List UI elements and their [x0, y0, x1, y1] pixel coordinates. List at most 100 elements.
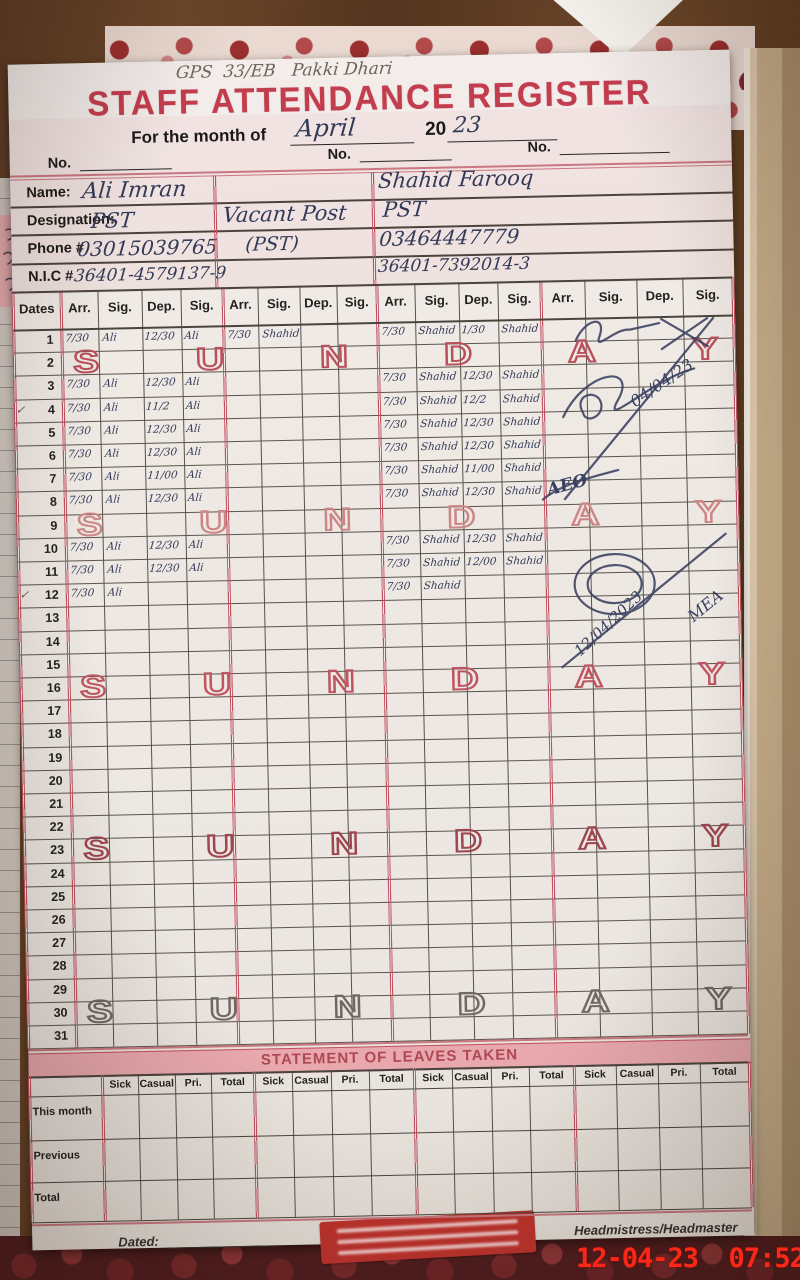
attendance-entry: 7/30 — [386, 557, 411, 570]
attendance-entry: 12/30 — [147, 492, 179, 506]
sunday-letter: Y — [694, 492, 723, 530]
attendance-entry: Ali — [103, 424, 120, 437]
attendance-entry: Ali — [185, 422, 201, 435]
date-number: 30 — [53, 1005, 68, 1020]
attendance-entry: 7/30 — [68, 494, 94, 507]
attendance-entry: Ali — [101, 331, 118, 344]
attendance-entry: Ali — [104, 470, 121, 483]
sunday-letter: A — [573, 657, 604, 695]
dated-label: Dated: — [118, 1233, 159, 1250]
teacher3-name: Shahid Farooq — [377, 165, 535, 193]
leaves-line-black — [330, 1070, 335, 1217]
grid-header-sig: Sig. — [107, 299, 132, 315]
grid-row-line — [21, 708, 742, 725]
attendance-entry: 11/00 — [146, 469, 179, 483]
sunday-letter: S — [75, 505, 104, 543]
year-handwritten: 23 — [451, 112, 483, 139]
grid-header-arr: Arr. — [551, 289, 575, 306]
signature-loop — [579, 393, 603, 420]
grid-row-line — [18, 569, 739, 586]
page-stack-right-edge — [744, 48, 800, 1280]
date-number: 28 — [52, 959, 67, 974]
attendance-entry: 11/2 — [145, 399, 170, 413]
date-number: 17 — [47, 703, 62, 719]
attendance-entry: 12/30 — [143, 330, 176, 343]
leaves-line-red — [100, 1074, 107, 1221]
sunday-letter: N — [332, 987, 363, 1025]
no-label-2: No. — [327, 146, 352, 164]
sunday-letter: D — [446, 497, 477, 535]
month-label: For the month of — [131, 125, 267, 148]
attendance-entry: 12/30 — [463, 439, 495, 453]
attendance-entry: 12/2 — [462, 393, 487, 406]
sunday-letter: U — [194, 340, 225, 378]
attendance-entry: Ali — [105, 493, 121, 507]
grid-row-line — [26, 940, 747, 957]
date-number: 27 — [52, 935, 67, 951]
date-number: 26 — [51, 912, 66, 927]
date-number: 11 — [44, 564, 59, 580]
attendance-entry: 7/30 — [384, 464, 409, 478]
attendance-entry: Shahid — [421, 486, 460, 500]
sunday-letter: Y — [698, 655, 727, 693]
attendance-entry: Ali — [185, 445, 202, 459]
date-number: 3 — [47, 379, 55, 394]
attendance-entry: Shahid — [420, 440, 459, 454]
leaves-line-black — [138, 1074, 143, 1221]
attendance-entry: Shahid — [418, 324, 457, 338]
date-number: 13 — [45, 611, 60, 626]
leaves-line-black — [490, 1066, 495, 1213]
grid-row-line — [21, 732, 742, 749]
grid-row-line — [25, 917, 746, 934]
leaves-line-black — [699, 1062, 704, 1209]
attendance-entry: 7/30 — [384, 487, 410, 501]
visit2-date-handwritten: 12/04/2023 — [571, 587, 646, 659]
leaves-header-total: Total — [712, 1065, 737, 1079]
stamp-text-line — [338, 1241, 519, 1256]
sunday-letter: N — [318, 338, 349, 376]
attendance-entry: Shahid — [503, 461, 542, 475]
grid-row-line — [14, 384, 735, 401]
leaves-header-pri: Pri. — [501, 1070, 519, 1083]
name-label: Name: — [26, 184, 71, 202]
date-number: 18 — [47, 727, 62, 742]
attendance-entry: 7/30 — [381, 325, 406, 338]
attendance-entry: 7/30 — [227, 328, 252, 342]
leaves-line-red — [412, 1068, 419, 1215]
teacher3-nic: 36401-7392014-3 — [377, 253, 531, 277]
grid-header-dates: Dates — [18, 300, 55, 317]
date-number: 8 — [49, 495, 57, 510]
grid-header-dep: Dep. — [464, 291, 493, 308]
attendance-entry: Shahid — [419, 393, 458, 407]
date-number: 23 — [50, 843, 65, 858]
grid-row-line — [15, 430, 736, 447]
attendance-entry: 7/30 — [68, 471, 93, 484]
leaves-header-casual: Casual — [619, 1067, 655, 1081]
leaves-row-label: This month — [32, 1105, 93, 1119]
sunday-letter: D — [449, 660, 480, 698]
leaves-row-label: Total — [34, 1191, 60, 1205]
grid-row-line — [19, 592, 739, 609]
sunday-letter: N — [328, 825, 359, 863]
attendance-entry: Ali — [183, 329, 199, 343]
date-number: 15 — [46, 657, 61, 672]
attendance-entry: 7/30 — [65, 332, 90, 345]
sunday-letter: Y — [705, 979, 734, 1017]
grid-row-line — [23, 801, 744, 818]
date-number: 5 — [48, 425, 56, 440]
leaves-line-black — [292, 1070, 297, 1217]
attendance-entry: 7/30 — [70, 563, 95, 577]
signatory-label: Headmistress/Headmaster — [574, 1219, 738, 1239]
grid-header-sig: Sig. — [424, 292, 449, 309]
attendance-entry: 12/00 — [465, 555, 497, 569]
sunday-letter: U — [201, 665, 232, 703]
date-number: 2 — [46, 355, 55, 371]
grid-row-line — [19, 616, 740, 633]
leaves-line-black — [368, 1069, 374, 1216]
leaves-line-red — [572, 1065, 579, 1212]
leaves-header-pri: Pri. — [184, 1076, 202, 1090]
date-number: 20 — [48, 773, 63, 788]
leaves-header-casual: Casual — [454, 1070, 489, 1084]
